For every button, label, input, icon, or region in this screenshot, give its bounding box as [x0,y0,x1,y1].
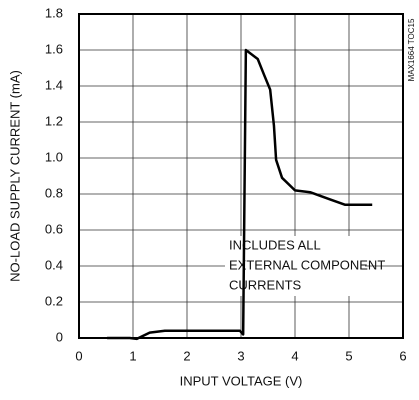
annotation: CURRENTS [229,277,302,292]
x-tick-label: 3 [237,348,244,363]
y-tick-label: 1.8 [45,5,63,20]
y-tick-label: 1.2 [45,113,63,128]
data-line [107,48,373,341]
x-tick-label: 5 [345,348,352,363]
y-tick-label: 0.2 [45,293,63,308]
y-tick-label: 1.6 [45,41,63,56]
annotation: INCLUDES ALL [229,237,321,252]
y-tick-label: 0.6 [45,221,63,236]
y-tick-label: 0.4 [45,257,63,272]
annotation-background [225,236,365,296]
x-tick-label: 2 [183,348,190,363]
annotation: EXTERNAL COMPONENT [229,257,385,272]
x-tick-label: 0 [75,348,82,363]
y-axis-title: NO-LOAD SUPPLY CURRENT (mA) [7,70,22,282]
y-tick-label: 0 [56,329,63,344]
x-axis-title: INPUT VOLTAGE (V) [180,373,303,388]
x-tick-label: 4 [291,348,298,363]
side-label: MAX1664 TOC15 [407,18,416,81]
y-tick-label: 1.4 [45,77,63,92]
y-tick-label: 0.8 [45,185,63,200]
y-tick-label: 1.0 [45,149,63,164]
x-tick-label: 1 [129,348,136,363]
x-tick-label: 6 [399,348,406,363]
plot-border [78,13,404,339]
